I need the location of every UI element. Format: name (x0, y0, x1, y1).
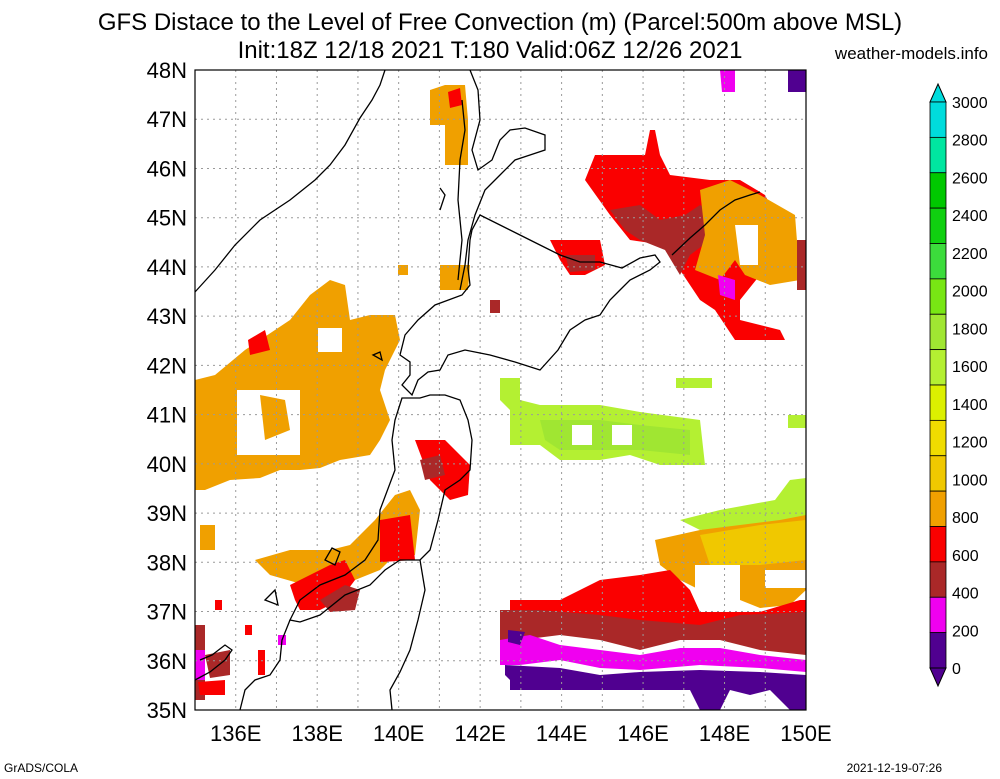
footer-left: GrADS/COLA (4, 761, 79, 775)
coastline-kurils (671, 191, 761, 256)
region-south-pacific-brown (500, 610, 806, 655)
colorbar-label: 3000 (952, 95, 988, 112)
lat-label: 40N (147, 452, 187, 477)
colorbar-label: 1000 (952, 472, 988, 489)
colorbar-swatch (929, 384, 947, 421)
shaded-field (195, 70, 806, 710)
colorbar-label: 1800 (952, 321, 988, 338)
lat-label: 41N (147, 403, 187, 428)
colorbar-label: 2800 (952, 133, 988, 150)
colorbar-label: 800 (952, 510, 979, 527)
coastline-sado (324, 547, 341, 566)
lat-label: 44N (147, 255, 187, 280)
coastline-honshu (289, 394, 473, 623)
colorbar-swatch (929, 561, 947, 598)
lat-label: 48N (147, 58, 187, 83)
colorbar-swatch (929, 101, 947, 138)
colorbar-swatch (929, 455, 947, 492)
coastline-sw (194, 644, 233, 681)
region-south-pacific-magenta (500, 635, 806, 672)
colorbar-top-arrow (929, 82, 947, 103)
map-gridlines (195, 70, 806, 710)
colorbar-swatch (929, 596, 947, 634)
region-south-pacific-red (510, 570, 806, 625)
lon-label: 146E (617, 721, 668, 746)
colorbar-label: 200 (952, 623, 979, 640)
colorbar-swatch (929, 136, 947, 174)
lat-label: 38N (147, 550, 187, 575)
colorbar-label: 1400 (952, 397, 988, 414)
colorbar-swatch (929, 243, 947, 280)
colorbar-label: 400 (952, 586, 979, 603)
colorbar-label: 0 (952, 661, 961, 678)
lat-label: 47N (147, 107, 187, 132)
colorbar-swatch (929, 419, 947, 457)
colorbar-swatch (929, 278, 947, 315)
region-south-pacific-purple (505, 665, 806, 710)
coastline-sakhalin (459, 69, 546, 291)
lat-label: 39N (147, 501, 187, 526)
colorbar-label: 1600 (952, 359, 988, 376)
lat-label: 42N (147, 353, 187, 378)
colorbar-label: 600 (952, 548, 979, 565)
lat-label: 37N (147, 600, 187, 625)
colorbar-swatch (929, 349, 947, 386)
colorbar-bottom-arrow (929, 667, 947, 688)
region-western-sea-orange (195, 280, 400, 490)
coastline-sakhalin-west (457, 99, 466, 281)
colorbar-label: 2600 (952, 170, 988, 187)
lat-label: 43N (147, 304, 187, 329)
chart-subtitle: Init:18Z 12/18 2021 T:180 Valid:06Z 12/2… (237, 37, 743, 64)
lon-label: 138E (292, 721, 343, 746)
coastline-central (239, 619, 291, 711)
colorbar-swatch (929, 172, 947, 209)
lon-label: 148E (699, 721, 750, 746)
coastline-kanto (389, 559, 426, 711)
colorbar-swatch (929, 313, 947, 351)
map-frame (194, 69, 807, 711)
colorbar-label: 2200 (952, 246, 988, 263)
footer-right: 2021-12-19-07:26 (846, 761, 942, 775)
colorbar-swatch (929, 207, 947, 244)
latitude-labels: 48N 47N 46N 45N 44N 43N 42N 41N 40N 39N 38N 37N 36N 3… (147, 58, 187, 723)
lon-label: 140E (373, 721, 424, 746)
colorbar-label: 2400 (952, 208, 988, 225)
colorbar-label: 1200 (952, 435, 988, 452)
lon-label: 136E (210, 721, 261, 746)
lat-label: 36N (147, 649, 187, 674)
lon-label: 150E (780, 721, 831, 746)
website-label: weather-models.info (834, 44, 988, 63)
lat-label: 46N (147, 156, 187, 181)
lat-label: 45N (147, 206, 187, 231)
colorbar-swatch (929, 490, 947, 527)
colorbar-label: 2000 (952, 284, 988, 301)
lon-label: 144E (536, 721, 587, 746)
coastline-asia-mainland (194, 69, 386, 293)
coastlines (194, 69, 761, 711)
lon-label: 142E (454, 721, 505, 746)
lat-label: 35N (147, 698, 187, 723)
colorbar-swatch (929, 632, 947, 669)
longitude-labels: 136E 138E 140E 142E 144E 146E 148E 150E (210, 721, 832, 746)
colorbar: 3000280026002400220020001800160014001200… (929, 82, 988, 688)
chart-title: GFS Distace to the Level of Free Convect… (97, 9, 903, 36)
coastline-oki (263, 588, 279, 607)
coastline-hokkaido (399, 214, 661, 397)
colorbar-swatch (929, 526, 947, 563)
